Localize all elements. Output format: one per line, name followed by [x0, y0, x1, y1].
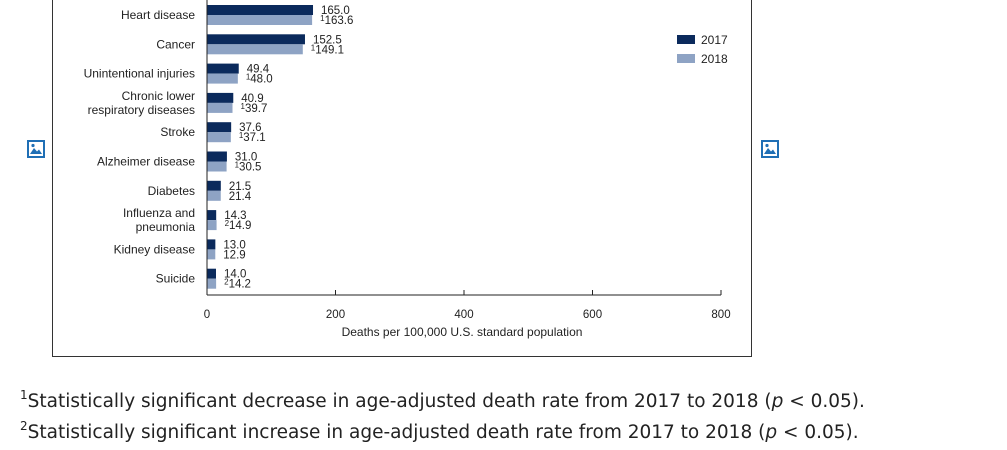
image-icon[interactable] — [26, 139, 46, 159]
category-label: Alzheimer disease — [97, 155, 195, 169]
footnote-mark: 1 — [20, 388, 28, 402]
data-value: 14.9 — [229, 220, 251, 232]
bar-2017 — [207, 122, 232, 133]
data-value: 30.5 — [239, 162, 261, 174]
x-axis-title: Deaths per 100,000 U.S. standard populat… — [342, 325, 583, 339]
image-icon[interactable] — [760, 139, 780, 159]
category-label: Cancer — [156, 37, 195, 51]
bar-2018 — [207, 220, 217, 231]
data-label: 130.5 — [235, 161, 262, 174]
bar-2018 — [207, 161, 227, 172]
data-label: 1149.1 — [311, 43, 344, 56]
bar-2018 — [207, 44, 303, 55]
bar-2017 — [207, 239, 216, 250]
data-label: 152.5 — [313, 34, 342, 46]
footnote-p-symbol: p — [771, 391, 784, 413]
legend-label: 2018 — [701, 52, 728, 66]
significance-mark: 1 — [320, 14, 325, 23]
bar-2018 — [207, 102, 233, 113]
data-label: 13.0 — [223, 239, 245, 251]
footnote-text-end: < 0.05). — [777, 422, 859, 444]
legend-swatch — [677, 54, 695, 63]
bar-2018 — [207, 278, 217, 289]
bar-2017 — [207, 268, 216, 279]
category-label: Suicide — [156, 272, 196, 286]
footnote-1: 1Statistically significant decrease in a… — [20, 383, 1000, 414]
data-label: 14.0 — [224, 269, 246, 281]
legend-swatch — [677, 35, 695, 44]
footnote-text: Statistically significant increase in ag… — [27, 422, 766, 444]
data-label: 37.6 — [239, 122, 261, 134]
bar-2018 — [207, 249, 216, 260]
bar-2018 — [207, 73, 238, 84]
footnote-p-symbol: p — [765, 422, 778, 444]
category-label: Stroke — [160, 125, 195, 139]
data-label: 21.4 — [229, 191, 252, 203]
data-label: 12.9 — [223, 249, 245, 261]
chart-frame: Heart disease 165.0 1163.6 Cancer 152.5 1149.… — [52, 0, 752, 357]
category-label: Diabetes — [148, 184, 195, 198]
category-label: pneumonia — [136, 220, 196, 234]
category-label: Influenza and — [123, 206, 195, 220]
data-value: 14.2 — [229, 279, 251, 291]
data-value: 149.1 — [315, 44, 344, 56]
bar-2018 — [207, 15, 313, 25]
data-label: 40.9 — [241, 93, 263, 105]
bar-2017 — [207, 5, 314, 15]
category-label: Kidney disease — [114, 242, 196, 256]
data-label: 214.9 — [225, 219, 252, 232]
data-value: 48.0 — [250, 74, 272, 86]
data-label: 214.2 — [224, 278, 251, 291]
footnote-text-end: < 0.05). — [783, 391, 865, 413]
x-tick-label: 800 — [711, 309, 730, 321]
data-label: 165.0 — [321, 5, 350, 17]
data-value: 37.1 — [243, 132, 265, 144]
bar-2017 — [207, 210, 217, 221]
data-label: 137.1 — [239, 131, 266, 144]
data-value: 39.7 — [245, 103, 267, 115]
x-tick-label: 200 — [326, 309, 345, 321]
bar-2017 — [207, 92, 234, 103]
data-label: 31.0 — [235, 152, 257, 164]
significance-mark: 1 — [241, 102, 246, 111]
bar-2017 — [207, 34, 305, 45]
significance-mark: 1 — [239, 131, 244, 140]
bar-2017 — [207, 180, 221, 191]
bar-2018 — [207, 132, 231, 143]
category-label: Heart disease — [121, 8, 195, 22]
category-label: Unintentional injuries — [84, 67, 195, 81]
x-tick-label: 600 — [583, 309, 602, 321]
category-label: respiratory diseases — [88, 103, 195, 117]
x-tick-label: 400 — [454, 309, 473, 321]
data-value: 163.6 — [325, 15, 354, 27]
significance-mark: 2 — [224, 278, 229, 287]
category-label: Chronic lower — [122, 89, 195, 103]
x-tick-label: 0 — [204, 309, 210, 321]
footnote-text: Statistically significant decrease in ag… — [27, 391, 772, 413]
bar-2017 — [207, 63, 239, 74]
significance-mark: 1 — [235, 161, 240, 170]
data-label: 14.3 — [224, 210, 246, 222]
footnotes: 1Statistically significant decrease in a… — [20, 383, 1000, 445]
data-label: 21.5 — [229, 181, 251, 193]
footnote-2: 2Statistically significant increase in a… — [20, 414, 1000, 445]
significance-mark: 1 — [246, 73, 251, 82]
data-label: 139.7 — [241, 102, 268, 115]
bar-2018 — [207, 190, 221, 201]
data-label: 49.4 — [247, 64, 270, 76]
footnote-mark: 2 — [20, 419, 28, 433]
legend-label: 2017 — [701, 33, 728, 47]
significance-mark: 1 — [311, 43, 316, 52]
data-label: 148.0 — [246, 73, 273, 86]
bar-2017 — [207, 151, 227, 162]
data-label: 1163.6 — [320, 14, 353, 27]
significance-mark: 2 — [225, 219, 230, 228]
